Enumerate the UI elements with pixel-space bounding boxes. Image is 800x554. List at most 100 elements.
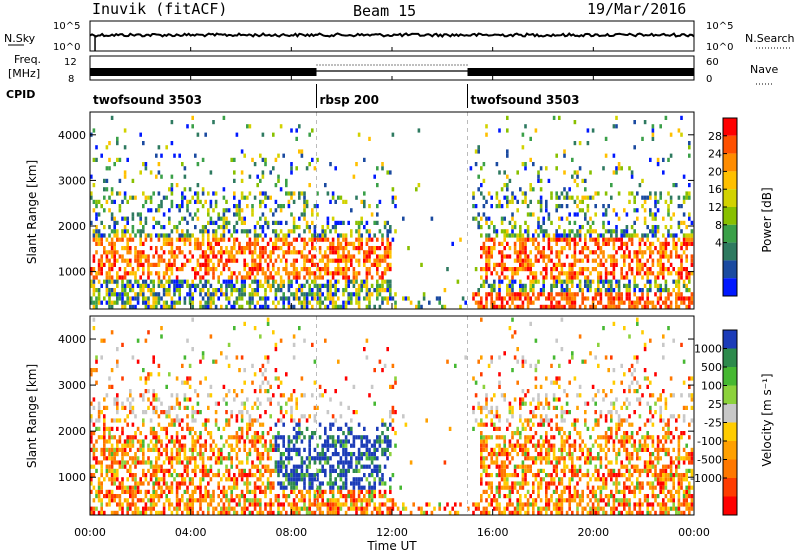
- velocity-cell: [220, 351, 223, 356]
- power-cell: [279, 124, 283, 129]
- power-cell: [139, 229, 142, 234]
- velocity-cell: [233, 447, 236, 452]
- power-cell: [594, 212, 597, 217]
- velocity-cell: [272, 443, 275, 448]
- velocity-cell: [360, 477, 363, 482]
- power-cell: [493, 229, 496, 234]
- power-cell: [108, 300, 111, 305]
- velocity-cell: [292, 389, 296, 394]
- velocity-cell: [386, 510, 389, 515]
- power-cell: [547, 246, 551, 251]
- velocity-cell: [251, 510, 254, 515]
- velocity-cell: [144, 389, 148, 394]
- velocity-cell: [298, 489, 301, 494]
- velocity-cell: [347, 506, 350, 511]
- velocity-cell: [121, 464, 124, 469]
- velocity-cell: [485, 447, 488, 452]
- power-cell: [321, 300, 324, 305]
- power-cell: [321, 275, 324, 280]
- velocity-cell: [108, 435, 111, 440]
- velocity-cell: [240, 473, 244, 478]
- velocity-cell: [318, 506, 322, 511]
- velocity-cell: [316, 452, 319, 457]
- power-cell: [617, 166, 621, 171]
- velocity-cell: [217, 473, 220, 478]
- power-cell: [108, 288, 111, 293]
- velocity-cell: [188, 384, 192, 389]
- power-cell: [383, 225, 387, 230]
- power-cell: [503, 296, 506, 301]
- velocity-cell: [126, 498, 129, 503]
- velocity-cell: [303, 414, 306, 419]
- velocity-cell: [295, 422, 298, 427]
- velocity-cell: [324, 468, 327, 473]
- velocity-cell: [105, 502, 109, 507]
- power-cell: [368, 237, 371, 242]
- power-cell: [409, 300, 413, 305]
- power-cell: [391, 296, 395, 301]
- power-cell: [508, 304, 512, 309]
- velocity-cell: [100, 510, 103, 515]
- power-cell: [550, 250, 553, 255]
- power-cell: [97, 262, 101, 267]
- power-cell: [368, 288, 371, 293]
- velocity-cell: [355, 502, 358, 507]
- power-cell: [217, 237, 220, 242]
- power-cell: [95, 199, 98, 204]
- power-cell: [638, 183, 642, 188]
- velocity-cell: [183, 452, 187, 457]
- velocity-cell: [311, 502, 314, 507]
- power-cell: [389, 250, 392, 255]
- power-cell: [565, 300, 569, 305]
- velocity-cell: [500, 393, 504, 398]
- power-cell: [155, 300, 158, 305]
- power-cell: [298, 288, 301, 293]
- velocity-cell: [136, 456, 140, 461]
- velocity-cell: [100, 468, 103, 473]
- power-cell: [334, 199, 337, 204]
- velocity-cell: [274, 347, 278, 352]
- velocity-cell: [498, 473, 501, 478]
- velocity-cell: [227, 418, 231, 423]
- nave-label: Nave: [750, 63, 778, 76]
- power-cell: [641, 250, 644, 255]
- power-cell: [638, 237, 642, 242]
- power-cell: [251, 258, 254, 263]
- power-cell: [162, 233, 166, 238]
- velocity-cell: [324, 456, 327, 461]
- power-cell: [183, 174, 187, 179]
- power-cell: [571, 157, 574, 162]
- power-cell: [365, 283, 369, 288]
- power-cell: [422, 292, 426, 297]
- power-cell: [277, 288, 280, 293]
- power-cell: [368, 300, 371, 305]
- power-cell: [394, 195, 397, 200]
- power-cell: [311, 157, 314, 162]
- power-cell: [217, 288, 220, 293]
- velocity-cell: [126, 439, 129, 444]
- power-cell: [279, 275, 283, 280]
- power-cell: [646, 246, 649, 251]
- velocity-cell: [344, 422, 348, 427]
- power-cell: [162, 195, 166, 200]
- velocity-cell: [311, 456, 314, 461]
- velocity-cell: [493, 422, 496, 427]
- power-cell: [256, 241, 259, 246]
- velocity-cell: [290, 397, 293, 402]
- velocity-cell: [277, 447, 280, 452]
- power-cell: [313, 254, 317, 259]
- velocity-cell: [181, 363, 184, 368]
- velocity-cell: [495, 452, 499, 457]
- power-cell: [607, 237, 610, 242]
- velocity-cell: [318, 494, 322, 499]
- velocity-cell: [303, 481, 306, 486]
- velocity-cell: [155, 510, 158, 515]
- velocity-cell: [110, 481, 114, 486]
- power-cell: [160, 296, 163, 301]
- power-cell: [599, 296, 603, 301]
- power-cell: [295, 267, 298, 272]
- power-cell: [233, 246, 236, 251]
- velocity-cell: [142, 418, 145, 423]
- power-cell: [654, 216, 657, 221]
